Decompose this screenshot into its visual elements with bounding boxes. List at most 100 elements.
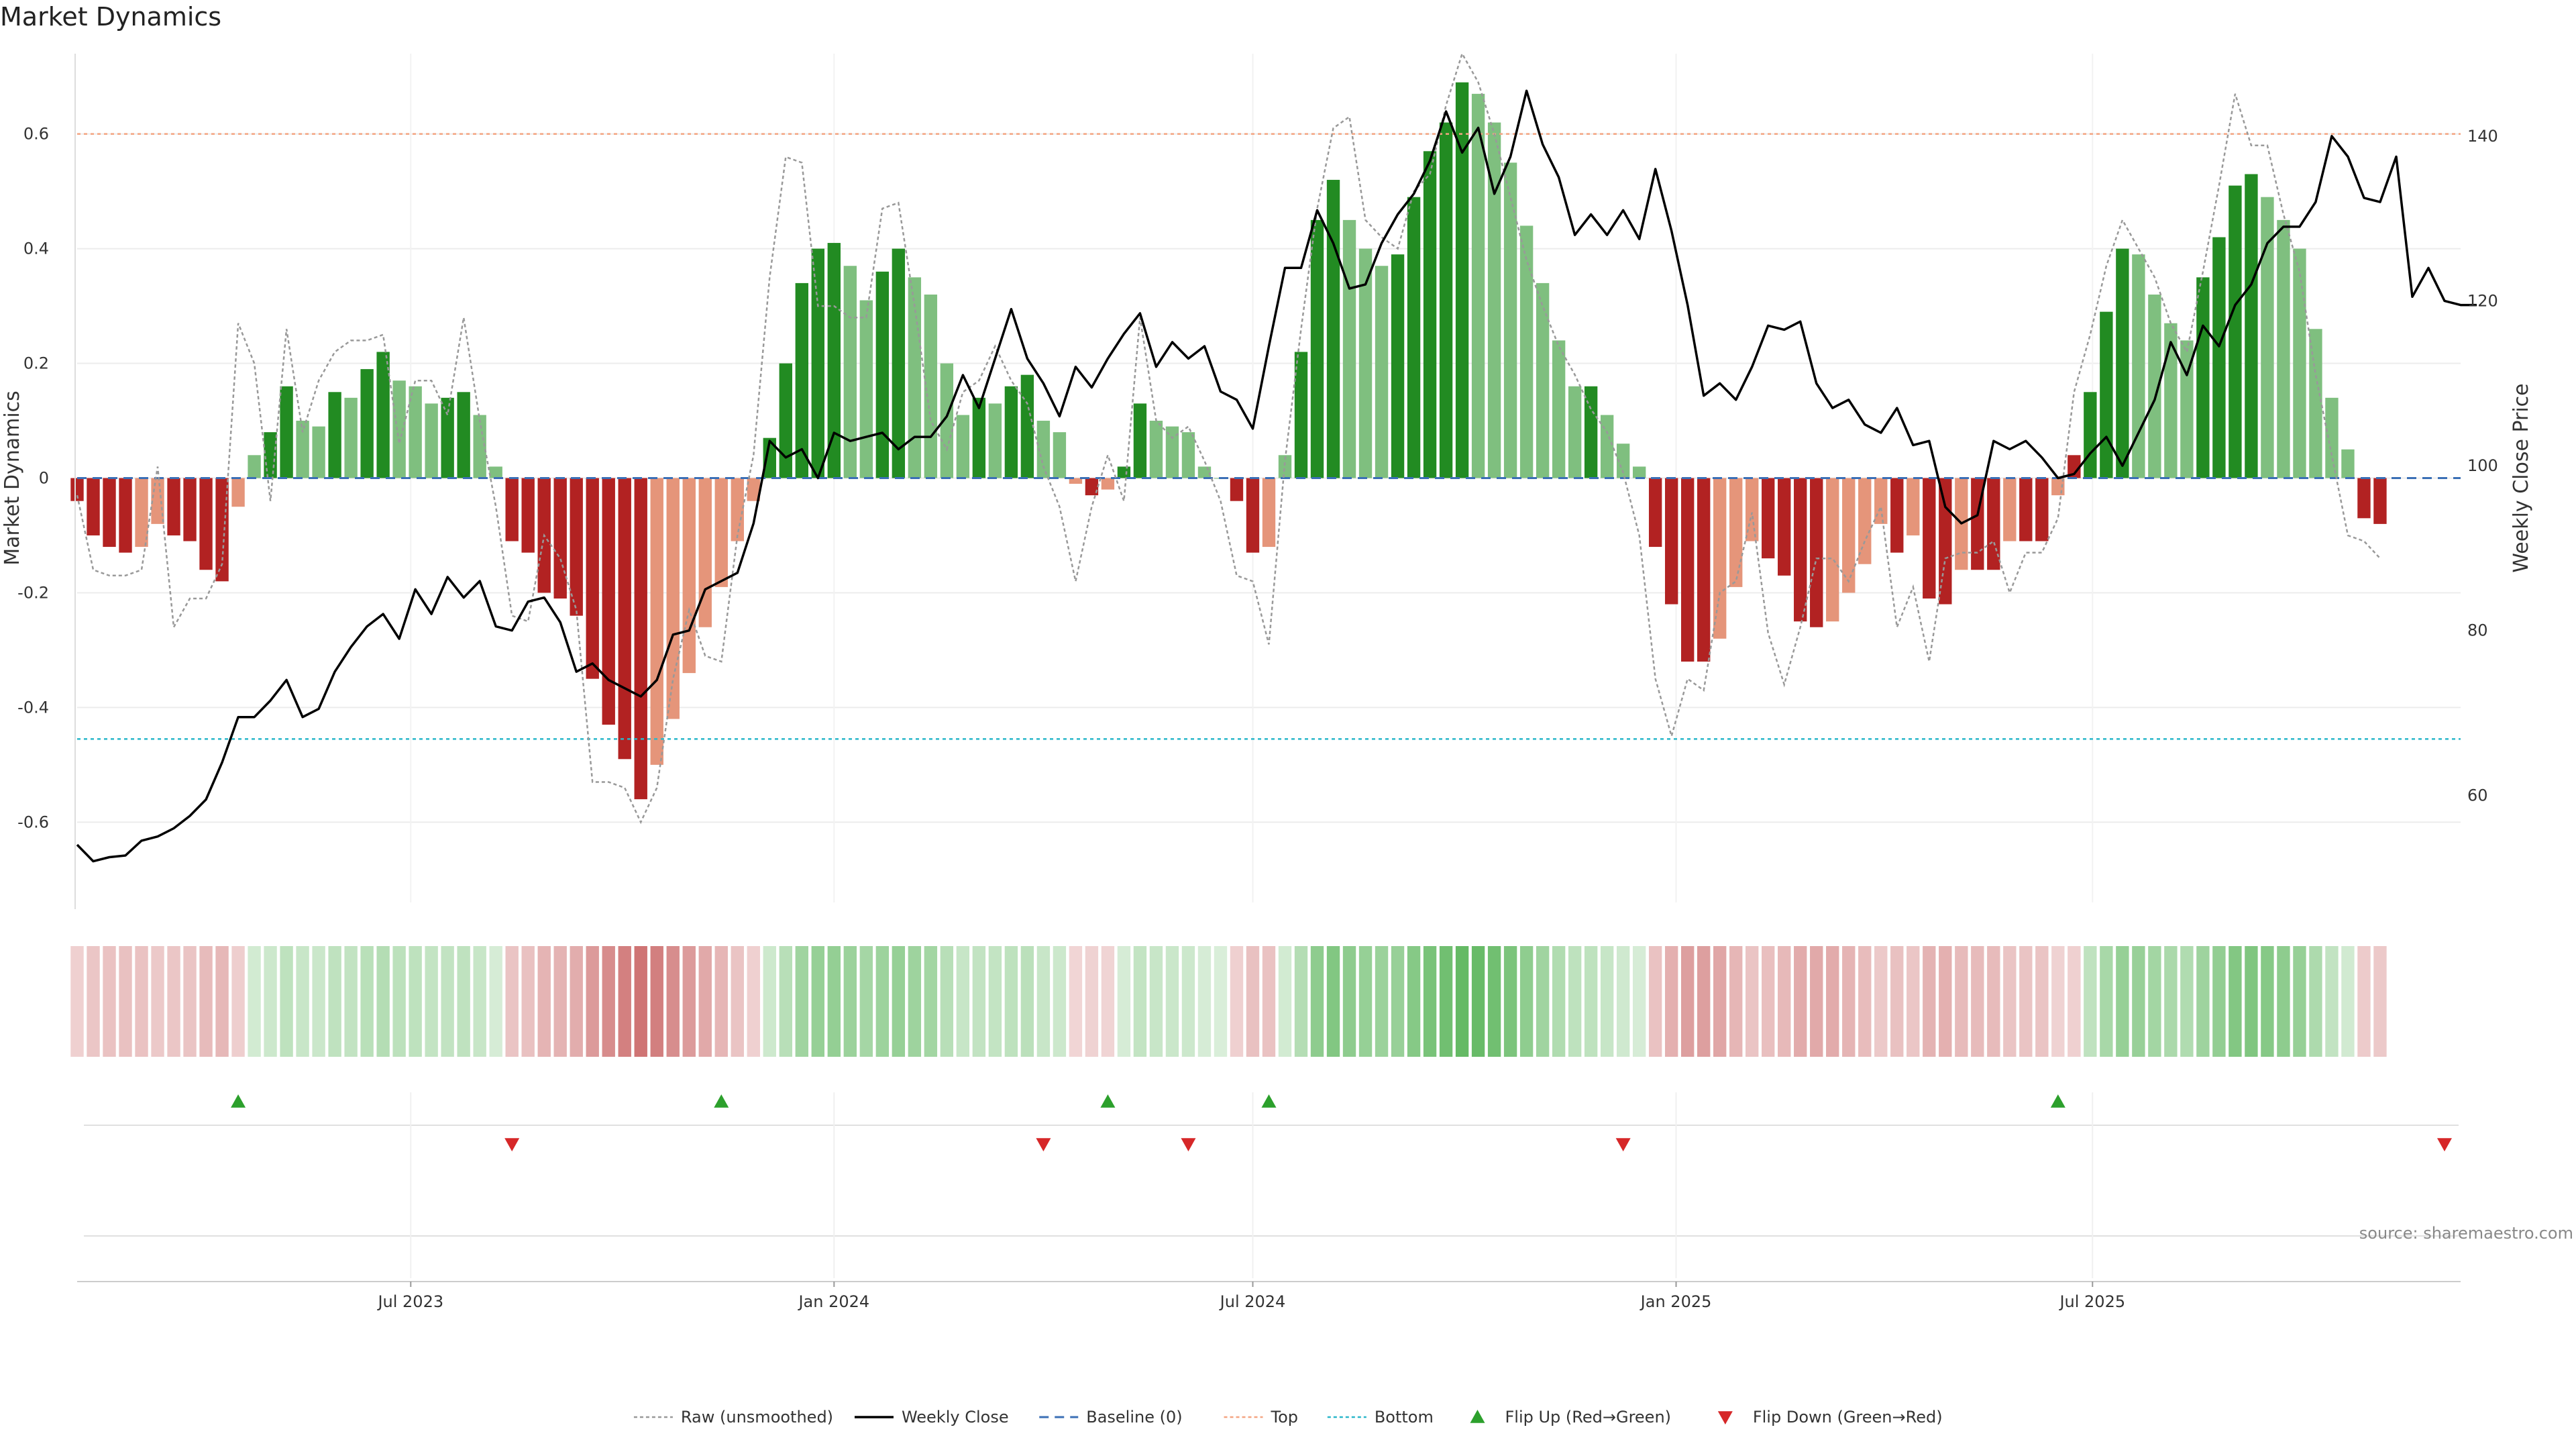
dynamics-bar bbox=[1423, 151, 1437, 478]
x-tick-label: Jan 2025 bbox=[1640, 1292, 1712, 1311]
strength-band-cell bbox=[2180, 946, 2194, 1057]
dynamics-bar bbox=[1101, 478, 1115, 490]
strength-band-cell bbox=[731, 946, 744, 1057]
strength-band-cell bbox=[811, 946, 825, 1057]
strength-band-cell bbox=[103, 946, 116, 1057]
strength-band-cell bbox=[2357, 946, 2371, 1057]
dynamics-bar bbox=[940, 363, 954, 478]
strength-band-cell bbox=[167, 946, 180, 1057]
dynamics-bar bbox=[457, 392, 470, 478]
dynamics-bar bbox=[1890, 478, 1904, 553]
dynamics-bar bbox=[875, 271, 890, 478]
dynamics-bar bbox=[248, 455, 261, 478]
flip-down-marker bbox=[2436, 1138, 2452, 1151]
strength-band-cell bbox=[2084, 946, 2097, 1057]
dynamics-bar bbox=[1874, 478, 1888, 524]
strength-band-cell bbox=[650, 946, 663, 1057]
strength-band-cell bbox=[215, 946, 229, 1057]
dynamics-bar bbox=[1069, 478, 1083, 484]
dynamics-bar bbox=[1568, 386, 1582, 478]
strength-band-cell bbox=[747, 946, 760, 1057]
dynamics-bar bbox=[827, 243, 841, 478]
dynamics-bar bbox=[521, 478, 535, 553]
strength-band-cell bbox=[1214, 946, 1228, 1057]
strength-band-cell bbox=[1262, 946, 1276, 1057]
dynamics-bar bbox=[2035, 478, 2049, 541]
strength-band-cell bbox=[843, 946, 857, 1057]
strength-band-cell bbox=[2261, 946, 2274, 1057]
dynamics-bar bbox=[1826, 478, 1839, 622]
dynamics-bar bbox=[1729, 478, 1743, 587]
legend-label: Flip Down (Green→Red) bbox=[1753, 1408, 1943, 1427]
strength-band-cell bbox=[1471, 946, 1485, 1057]
dynamics-bar bbox=[634, 478, 647, 800]
dynamics-bar bbox=[731, 478, 744, 541]
strength-band-cell bbox=[779, 946, 792, 1057]
dynamics-bar bbox=[231, 478, 245, 507]
strength-band-cell bbox=[1552, 946, 1566, 1057]
dynamics-bar bbox=[2261, 197, 2274, 478]
y-tick-label: 0 bbox=[39, 469, 49, 488]
dynamics-bar bbox=[1778, 478, 1791, 576]
dynamics-bar bbox=[1375, 266, 1389, 478]
dynamics-bar bbox=[1503, 162, 1517, 478]
dynamics-bar bbox=[2245, 174, 2258, 478]
strength-band-cell bbox=[988, 946, 1002, 1057]
strength-band-cell bbox=[2325, 946, 2339, 1057]
x-tick-label: Jul 2024 bbox=[1219, 1292, 1286, 1311]
strength-band-cell bbox=[1487, 946, 1501, 1057]
strength-band-cell bbox=[1600, 946, 1614, 1057]
strength-band-cell bbox=[1165, 946, 1179, 1057]
strength-band-cell bbox=[70, 946, 84, 1057]
dynamics-bar bbox=[1794, 478, 1807, 622]
strength-band-cell bbox=[1778, 946, 1791, 1057]
dynamics-bar bbox=[2229, 185, 2242, 478]
source-label: source: sharemaestro.com bbox=[2359, 1224, 2573, 1243]
dynamics-bar bbox=[1455, 82, 1469, 478]
dynamics-bar bbox=[2309, 329, 2322, 478]
dynamics-bar bbox=[489, 466, 502, 478]
strength-band-cell bbox=[2341, 946, 2355, 1057]
strength-band-cell bbox=[2229, 946, 2242, 1057]
strength-band-cell bbox=[1826, 946, 1839, 1057]
strength-band-cell bbox=[505, 946, 519, 1057]
strength-band-cell bbox=[1230, 946, 1244, 1057]
strength-band-cell bbox=[1890, 946, 1904, 1057]
strength-band-cell bbox=[1874, 946, 1888, 1057]
dynamics-bar bbox=[1842, 478, 1856, 593]
strength-band-cell bbox=[1246, 946, 1260, 1057]
strength-band-cell bbox=[714, 946, 728, 1057]
strength-band-cell bbox=[570, 946, 583, 1057]
y-right-tick-label: 120 bbox=[2467, 291, 2498, 310]
flip-up-marker bbox=[1261, 1094, 1277, 1108]
strength-band-cell bbox=[2277, 946, 2290, 1057]
flip-down-marker bbox=[1615, 1138, 1631, 1151]
strength-band-cell bbox=[1133, 946, 1147, 1057]
dynamics-bar bbox=[586, 478, 599, 679]
legend-label: Raw (unsmoothed) bbox=[681, 1408, 833, 1427]
legend-label: Bottom bbox=[1375, 1408, 1434, 1427]
dynamics-bar bbox=[1053, 432, 1067, 478]
strength-band-cell bbox=[1762, 946, 1775, 1057]
strength-band-cell bbox=[2373, 946, 2387, 1057]
strength-band-cell bbox=[2293, 946, 2306, 1057]
dynamics-bar bbox=[1648, 478, 1662, 548]
dynamics-bar bbox=[908, 277, 922, 478]
y-tick-label: -0.2 bbox=[17, 583, 49, 602]
strength-band-cell bbox=[1939, 946, 1952, 1057]
strength-band-cell bbox=[1020, 946, 1034, 1057]
y-tick-label: -0.4 bbox=[17, 698, 49, 717]
strength-band-cell bbox=[1455, 946, 1469, 1057]
axes: -0.6 -0.4 -0.2 0 0.2 0.4 0.6 60 80 100 120 140 Marke… bbox=[1, 54, 2533, 909]
strength-band-cell bbox=[360, 946, 374, 1057]
strength-band-cell bbox=[940, 946, 954, 1057]
strength-band-cell bbox=[1858, 946, 1872, 1057]
dynamics-bar bbox=[376, 352, 390, 478]
dynamics-bar bbox=[119, 478, 132, 553]
x-axis: Jul 2023 Jan 2024 Jul 2024 Jan 2025 Jul 2025 bbox=[77, 1281, 2461, 1311]
strength-band-cell bbox=[1036, 946, 1051, 1057]
strength-band-cell bbox=[1680, 946, 1695, 1057]
strength-band-cell bbox=[1053, 946, 1067, 1057]
dynamics-bar bbox=[1616, 444, 1630, 478]
